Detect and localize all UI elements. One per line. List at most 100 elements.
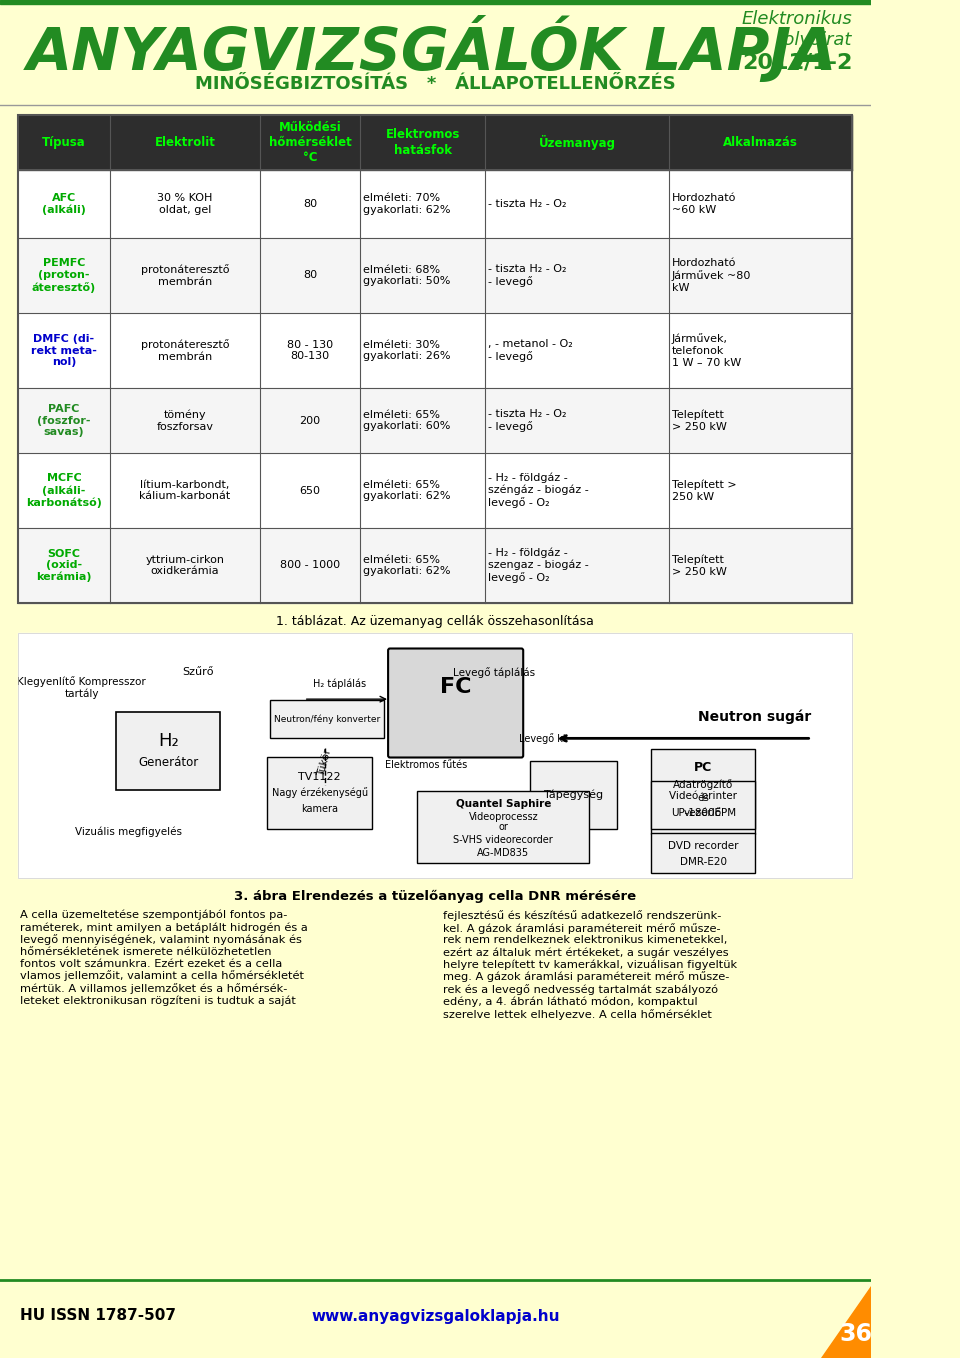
Text: Üzemanyag: Üzemanyag xyxy=(539,134,615,149)
Bar xyxy=(18,454,852,528)
Bar xyxy=(18,170,852,238)
Text: Telepített >
250 kW: Telepített > 250 kW xyxy=(672,479,736,501)
Text: 2011/1-2: 2011/1-2 xyxy=(742,52,852,72)
Text: Tápegység: Tápegység xyxy=(544,790,603,800)
Text: PAFC
(foszfor-
savas): PAFC (foszfor- savas) xyxy=(37,403,91,437)
Text: elméleti: 68%
gyakorlati: 50%: elméleti: 68% gyakorlati: 50% xyxy=(363,265,450,287)
Text: www.anyagvizsgaloklapja.hu: www.anyagvizsgaloklapja.hu xyxy=(311,1309,560,1324)
Text: 650: 650 xyxy=(300,486,321,496)
Text: elméleti: 65%
gyakorlati: 60%: elméleti: 65% gyakorlati: 60% xyxy=(363,410,450,432)
Bar xyxy=(116,712,221,790)
FancyBboxPatch shape xyxy=(388,649,523,758)
Text: PEMFC
(proton-
áteresztő): PEMFC (proton- áteresztő) xyxy=(32,258,96,293)
Bar xyxy=(531,760,616,828)
Text: Neutron/fény konverter: Neutron/fény konverter xyxy=(274,714,380,724)
Text: protonáteresztő
membrán: protonáteresztő membrán xyxy=(141,340,229,361)
Text: Működési
hőmérséklet
°C: Működési hőmérséklet °C xyxy=(269,121,351,164)
Text: DMFC (di-
rekt meta-
nol): DMFC (di- rekt meta- nol) xyxy=(31,334,97,367)
Text: yttrium-cirkon
oxidkerámia: yttrium-cirkon oxidkerámia xyxy=(146,554,225,576)
Text: - tiszta H₂ - O₂: - tiszta H₂ - O₂ xyxy=(488,200,566,209)
Text: TV1122: TV1122 xyxy=(299,773,341,782)
Text: 80 - 130
80-130: 80 - 130 80-130 xyxy=(287,340,333,361)
Bar xyxy=(18,388,852,454)
Text: Elektromos
hatásfok: Elektromos hatásfok xyxy=(386,129,460,156)
Text: Tükör: Tükör xyxy=(316,748,333,778)
Bar xyxy=(651,748,756,834)
Text: protonáteresztő
membrán: protonáteresztő membrán xyxy=(141,265,229,287)
Text: Quantel Saphire: Quantel Saphire xyxy=(456,800,551,809)
Bar xyxy=(0,1281,871,1358)
Text: 200: 200 xyxy=(300,416,321,425)
Text: Klegyenlítő Kompresszor
tartály: Klegyenlítő Kompresszor tartály xyxy=(17,676,146,699)
Text: Adatrögzítő: Adatrögzítő xyxy=(673,779,733,790)
Text: 80: 80 xyxy=(303,270,317,281)
Text: Videó printer: Videó printer xyxy=(669,790,737,801)
Bar xyxy=(18,238,852,312)
Text: UP-1800EPM: UP-1800EPM xyxy=(671,808,735,818)
Text: Vizuális megfigyelés: Vizuális megfigyelés xyxy=(75,826,182,837)
Text: tömény
foszforsav: tömény foszforsav xyxy=(156,410,213,432)
Text: kamera: kamera xyxy=(301,804,338,813)
Text: Hordozható
~60 kW: Hordozható ~60 kW xyxy=(672,193,736,215)
Text: 1. táblázat. Az üzemanyag cellák összehasonlítása: 1. táblázat. Az üzemanyag cellák összeha… xyxy=(276,615,594,627)
Text: - tiszta H₂ - O₂
- levegő: - tiszta H₂ - O₂ - levegő xyxy=(488,263,566,287)
Text: SOFC
(oxid-
kerámia): SOFC (oxid- kerámia) xyxy=(36,549,92,583)
Text: FC: FC xyxy=(440,678,471,697)
Text: - H₂ - földgáz -
szengaz - biogáz -
levegő - O₂: - H₂ - földgáz - szengaz - biogáz - leve… xyxy=(488,547,588,583)
Text: elméleti: 65%
gyakorlati: 62%: elméleti: 65% gyakorlati: 62% xyxy=(363,479,450,501)
Text: 800 - 1000: 800 - 1000 xyxy=(280,561,340,570)
Text: MINŐSÉGBIZTOSÍTÁS   *   ÁLLAPOTELLENŐRZÉS: MINŐSÉGBIZTOSÍTÁS * ÁLLAPOTELLENŐRZÉS xyxy=(195,75,676,92)
Text: S-VHS videorecorder: S-VHS videorecorder xyxy=(453,835,553,845)
Text: Levegő ki: Levegő ki xyxy=(518,733,565,744)
Text: vezérlő: vezérlő xyxy=(684,808,722,818)
Text: - tiszta H₂ - O₂
- levegő: - tiszta H₂ - O₂ - levegő xyxy=(488,409,566,432)
Text: Elektromos fűtés: Elektromos fűtés xyxy=(385,760,468,770)
Text: AFC
(alkáli): AFC (alkáli) xyxy=(42,193,86,215)
Text: DVD recorder: DVD recorder xyxy=(668,841,738,851)
Text: 3. ábra Elrendezés a tüzelőanyag cella DNR mérésére: 3. ábra Elrendezés a tüzelőanyag cella D… xyxy=(234,889,636,903)
Text: fejlesztésű és készítésű adatkezelő rendszerünk-
kel. A gázok áramlási paraméter: fejlesztésű és készítésű adatkezelő rend… xyxy=(443,910,736,1020)
Bar xyxy=(18,312,852,388)
Text: 36: 36 xyxy=(839,1321,873,1346)
Text: Nagy érzékenységű: Nagy érzékenységű xyxy=(272,788,368,799)
Text: or: or xyxy=(498,823,508,832)
Bar xyxy=(417,792,589,864)
Bar xyxy=(651,781,756,828)
Text: elméleti: 65%
gyakorlati: 62%: elméleti: 65% gyakorlati: 62% xyxy=(363,554,450,576)
Text: PC: PC xyxy=(694,760,712,774)
Text: H₂: H₂ xyxy=(157,732,179,750)
Text: AG-MD835: AG-MD835 xyxy=(477,847,529,857)
Bar xyxy=(18,633,852,879)
Bar xyxy=(0,0,871,4)
Text: Videoprocessz: Videoprocessz xyxy=(468,812,538,822)
Text: Telepített
> 250 kW: Telepített > 250 kW xyxy=(672,410,727,432)
Text: Hordozható
Járművek ~80
kW: Hordozható Járművek ~80 kW xyxy=(672,258,751,293)
Text: A cella üzemeltetése szempontjából fontos pa-
raméterek, mint amilyen a betáplál: A cella üzemeltetése szempontjából fonto… xyxy=(20,910,308,1006)
Text: Elektronikus
folyóirat: Elektronikus folyóirat xyxy=(742,10,852,49)
Bar xyxy=(18,115,852,170)
Text: elméleti: 70%
gyakorlati: 62%: elméleti: 70% gyakorlati: 62% xyxy=(363,193,450,215)
Bar xyxy=(18,528,852,603)
Bar xyxy=(18,115,852,603)
Text: Generátor: Generátor xyxy=(138,756,199,769)
Bar xyxy=(18,633,852,879)
Text: , - metanol - O₂
- levegő: , - metanol - O₂ - levegő xyxy=(488,340,573,361)
Text: MCFC
(alkáli-
karbonátsó): MCFC (alkáli- karbonátsó) xyxy=(26,474,102,508)
Text: Elektrolit: Elektrolit xyxy=(155,136,215,149)
Text: 30 % KOH
oldat, gel: 30 % KOH oldat, gel xyxy=(157,193,213,215)
Text: elméleti: 30%
gyakorlati: 26%: elméleti: 30% gyakorlati: 26% xyxy=(363,340,450,361)
Text: 80: 80 xyxy=(303,200,317,209)
Polygon shape xyxy=(821,1286,871,1358)
Text: HU ISSN 1787-507: HU ISSN 1787-507 xyxy=(20,1309,176,1324)
Text: és: és xyxy=(697,793,709,803)
Text: Levegő táplálás: Levegő táplálás xyxy=(453,667,536,678)
Bar xyxy=(651,832,756,873)
Bar xyxy=(270,701,384,739)
Text: Neutron sugár: Neutron sugár xyxy=(698,709,811,724)
Text: Telepített
> 250 kW: Telepített > 250 kW xyxy=(672,554,727,577)
Bar xyxy=(0,0,871,105)
Bar xyxy=(268,756,372,828)
Text: DMR-E20: DMR-E20 xyxy=(680,857,727,866)
Text: Típusa: Típusa xyxy=(42,136,85,149)
Text: Szűrő: Szűrő xyxy=(182,667,213,678)
